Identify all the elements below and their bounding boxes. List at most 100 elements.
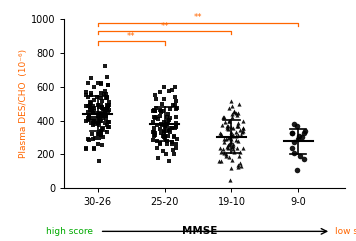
Point <box>105 125 110 129</box>
Point <box>98 114 104 118</box>
Point <box>99 131 104 135</box>
Point <box>85 81 90 85</box>
Point <box>166 159 172 163</box>
Point <box>225 124 231 128</box>
Point <box>222 120 228 124</box>
Point <box>150 109 156 113</box>
Point <box>161 130 167 134</box>
Point <box>163 124 168 128</box>
Point <box>230 133 236 137</box>
Point <box>102 89 108 93</box>
Point <box>230 147 236 151</box>
Point <box>100 107 106 111</box>
Point <box>235 134 241 137</box>
Point <box>90 104 96 108</box>
Point <box>174 100 179 103</box>
Point <box>155 139 160 143</box>
Point <box>96 123 101 127</box>
Point <box>99 127 105 131</box>
Point <box>289 146 294 150</box>
Point <box>95 142 101 146</box>
Point <box>88 101 94 105</box>
Point <box>158 141 163 145</box>
Point <box>91 109 96 113</box>
Point <box>235 124 241 128</box>
Text: high score: high score <box>46 227 93 236</box>
Point <box>158 114 163 118</box>
Point <box>83 93 89 97</box>
Point <box>160 149 166 153</box>
Point <box>291 140 297 144</box>
Point <box>155 117 161 121</box>
Point <box>220 147 225 151</box>
Point <box>297 154 303 157</box>
Point <box>221 137 227 141</box>
Point <box>235 163 241 167</box>
Point <box>220 115 225 119</box>
Point <box>217 146 223 150</box>
Point <box>170 103 176 107</box>
Point <box>91 85 97 89</box>
Point <box>301 131 307 135</box>
Point <box>104 96 110 100</box>
Point <box>165 134 171 138</box>
Point <box>104 107 110 110</box>
Point <box>92 116 98 120</box>
Point <box>103 121 108 125</box>
Point <box>167 116 173 120</box>
Point <box>104 114 109 118</box>
Point <box>91 147 97 151</box>
Point <box>99 106 105 109</box>
Point <box>294 168 299 172</box>
Point <box>234 124 240 128</box>
Point <box>96 159 102 163</box>
Point <box>159 123 164 127</box>
Point <box>289 131 295 135</box>
Point <box>89 112 95 115</box>
Point <box>240 126 246 130</box>
Point <box>225 143 230 147</box>
Point <box>89 132 95 135</box>
Point <box>152 116 157 120</box>
Point <box>162 136 167 140</box>
Point <box>96 136 102 140</box>
Point <box>96 105 102 109</box>
Point <box>104 108 110 112</box>
Point <box>151 115 156 119</box>
Point <box>157 142 163 146</box>
Point <box>88 120 94 124</box>
Point <box>226 106 232 110</box>
Point <box>89 108 95 112</box>
Point <box>84 119 89 123</box>
Point <box>228 141 234 144</box>
Point <box>105 104 111 108</box>
Point <box>150 139 156 142</box>
Point <box>85 137 91 141</box>
Point <box>86 114 92 118</box>
Point <box>101 107 107 111</box>
Point <box>295 137 301 141</box>
Point <box>106 103 112 107</box>
Point <box>166 112 171 116</box>
Point <box>240 120 246 123</box>
Point <box>169 88 175 92</box>
Point <box>164 115 169 119</box>
Point <box>172 126 178 129</box>
Point <box>157 90 162 94</box>
Point <box>233 130 239 134</box>
Point <box>98 133 104 137</box>
Point <box>223 137 229 141</box>
Point <box>105 83 111 87</box>
Point <box>151 130 157 134</box>
Point <box>236 102 241 106</box>
Point <box>161 85 167 89</box>
Point <box>216 159 222 163</box>
Point <box>87 104 93 108</box>
Point <box>90 119 96 123</box>
Point <box>173 121 179 125</box>
Point <box>169 127 174 130</box>
Point <box>87 108 93 112</box>
Point <box>170 140 176 144</box>
Point <box>152 109 158 113</box>
Point <box>172 95 178 99</box>
